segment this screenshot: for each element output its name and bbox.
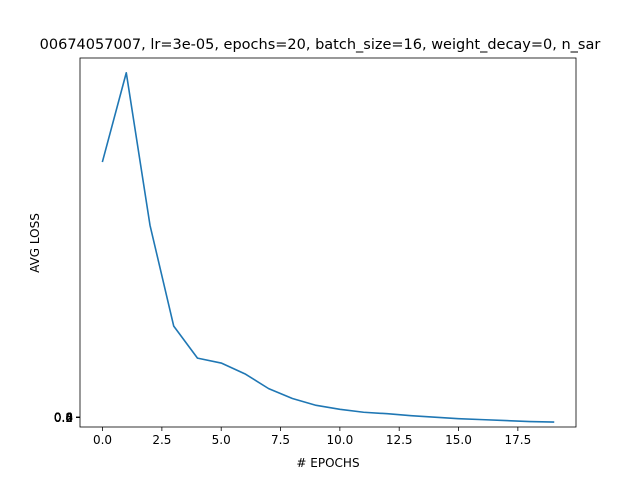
y-tick-label: 0.4: [54, 411, 73, 425]
y-tick-label: 0.0: [54, 411, 73, 425]
x-tick-group: 0.0 2.5 5.0 7.5 10.0 12.5 15.0 17.5: [93, 427, 531, 447]
y-tick-label: 0.6: [54, 411, 73, 425]
x-tick-label: 17.5: [504, 433, 531, 447]
x-axis-label: # EPOCHS: [296, 456, 359, 470]
series-group: [101, 71, 555, 423]
x-tick-label: 15.0: [445, 433, 472, 447]
chart-title: 00674057007, lr=3e-05, epochs=20, batch_…: [40, 37, 601, 53]
x-tick-label: 12.5: [386, 433, 413, 447]
plot-area: [80, 58, 576, 427]
plot-frame: [79, 57, 577, 428]
x-tick-label: 2.5: [152, 433, 171, 447]
y-tick-label: 0.8: [54, 411, 73, 425]
y-tick-label: 0.2: [54, 411, 73, 425]
x-tick-label: 5.0: [212, 433, 231, 447]
x-tick-label: 10.0: [327, 433, 354, 447]
series-line: [101, 71, 555, 423]
x-tick-label: 0.0: [93, 433, 112, 447]
y-axis-label: AVG LOSS: [28, 213, 42, 273]
x-tick-label: 7.5: [271, 433, 290, 447]
y-tick-group: 0.00.20.40.60.8: [54, 411, 80, 425]
